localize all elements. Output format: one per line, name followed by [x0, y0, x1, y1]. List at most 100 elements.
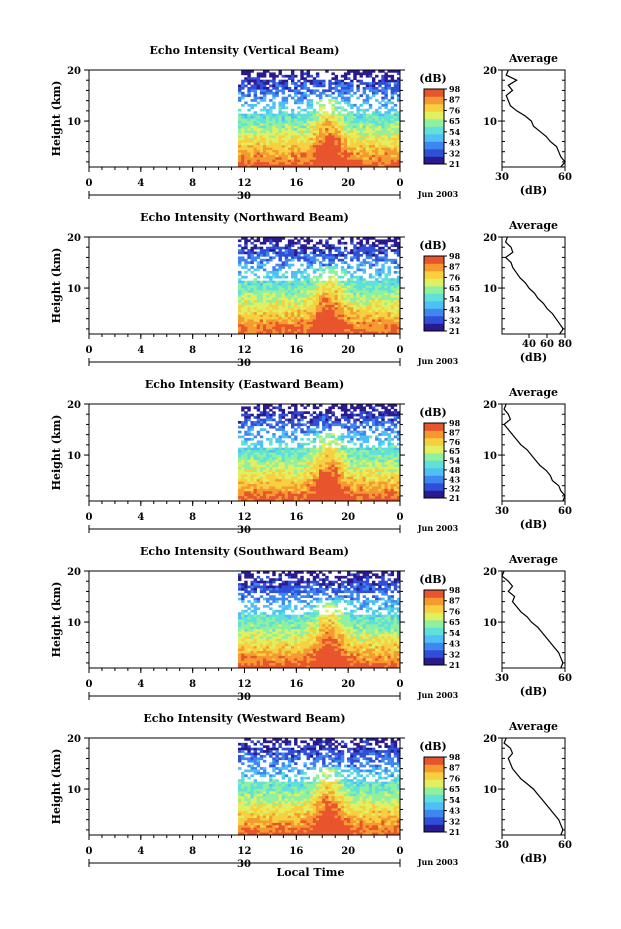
heatmap-cell	[322, 312, 326, 315]
heatmap-cell	[312, 479, 317, 482]
heatmap-cell	[312, 433, 317, 436]
heatmap-cell	[290, 329, 295, 332]
heatmap-cell	[266, 486, 270, 490]
heatmap-cell	[266, 469, 270, 473]
heatmap-cell	[300, 147, 304, 151]
heatmap-cell	[328, 120, 332, 124]
heatmap-cell	[247, 94, 251, 97]
heatmap-cell	[247, 86, 251, 90]
heatmap-cell	[266, 246, 270, 250]
heatmap-cell	[290, 314, 295, 318]
heatmap-cell	[387, 142, 391, 146]
heatmap-cell	[365, 246, 370, 250]
heatmap-cell	[322, 133, 326, 136]
heatmap-cell	[362, 411, 367, 414]
heatmap-cell	[241, 266, 245, 269]
heatmap-cell	[303, 324, 307, 328]
heatmap-cell	[259, 249, 264, 252]
heatmap-cell	[356, 133, 360, 136]
heatmap-cell	[287, 304, 292, 308]
heatmap-cell	[368, 450, 373, 453]
heatmap-cell	[322, 253, 326, 257]
heatmap-cell	[312, 133, 317, 136]
heatmap-cell	[309, 329, 314, 332]
heatmap-cell	[312, 111, 317, 114]
heatmap-cell	[250, 147, 254, 151]
heatmap-cell	[290, 275, 295, 279]
heatmap-cell	[275, 125, 279, 129]
heatmap-cell	[300, 304, 304, 308]
heatmap-cell	[347, 329, 351, 332]
heatmap-cell	[362, 278, 367, 281]
heatmap-cell	[328, 99, 332, 102]
heatmap-cell	[266, 471, 270, 475]
heatmap-cell	[256, 96, 261, 100]
heatmap-cell	[297, 154, 301, 158]
colorbar-label: 32	[449, 315, 460, 325]
heatmap-cell	[384, 278, 388, 281]
heatmap-cell	[337, 309, 342, 313]
heatmap-cell	[303, 159, 307, 163]
heatmap-cell	[371, 79, 376, 83]
heatmap-cell	[396, 263, 401, 267]
heatmap-cell	[312, 113, 317, 117]
heatmap-cell	[368, 307, 373, 311]
heatmap-cell	[250, 253, 254, 257]
heatmap-cell	[387, 152, 391, 156]
heatmap-cell	[294, 280, 298, 284]
heatmap-cell	[253, 326, 258, 330]
heatmap-cell	[259, 331, 264, 335]
heatmap-cell	[278, 162, 282, 165]
heatmap-cell	[287, 411, 292, 414]
heatmap-cell	[350, 278, 354, 281]
heatmap-cell	[306, 454, 310, 458]
heatmap-cell	[368, 147, 373, 151]
heatmap-cell	[387, 154, 391, 158]
heatmap-cell	[328, 450, 332, 453]
heatmap-cell	[347, 152, 351, 156]
heatmap-cell	[297, 312, 301, 315]
heatmap-cell	[269, 474, 273, 478]
heatmap-cell	[253, 300, 258, 303]
heatmap-cell	[278, 290, 282, 294]
heatmap-cell	[294, 278, 298, 281]
heatmap-cell	[347, 125, 351, 129]
heatmap-cell	[334, 162, 338, 165]
heatmap-cell	[266, 331, 270, 335]
heatmap-cell	[256, 418, 261, 422]
heatmap-cell	[315, 280, 320, 284]
heatmap-cell	[387, 309, 391, 313]
heatmap-cell	[337, 283, 342, 286]
heatmap-cell	[319, 135, 323, 139]
heatmap-cell	[368, 331, 373, 335]
heatmap-cell	[340, 135, 345, 139]
heatmap-cell	[334, 314, 338, 318]
heatmap-cell	[275, 237, 279, 240]
heatmap-cell	[390, 418, 395, 422]
heatmap-cell	[393, 283, 398, 286]
heatmap-cell	[278, 70, 282, 73]
heatmap-cell	[281, 331, 286, 335]
heatmap-cell	[262, 128, 267, 131]
heatmap-cell	[396, 307, 401, 311]
heatmap-cell	[281, 329, 286, 332]
day-label: 30	[237, 191, 251, 202]
heatmap-cell	[266, 312, 270, 315]
heatmap-cell	[375, 435, 379, 439]
heatmap-cell	[284, 150, 289, 153]
heatmap-cell	[238, 285, 242, 289]
heatmap-cell	[287, 258, 292, 262]
heatmap-cell	[294, 302, 298, 306]
heatmap-cell	[381, 162, 385, 165]
heatmap-cell	[362, 476, 367, 480]
heatmap-cell	[281, 159, 286, 163]
heatmap-cell	[247, 251, 251, 255]
heatmap-cell	[241, 246, 245, 250]
heatmap-cell	[287, 452, 292, 456]
heatmap-cell	[343, 411, 348, 414]
heatmap-cell	[325, 302, 329, 306]
heatmap-cell	[315, 89, 320, 93]
y-tick-label: 10	[67, 117, 81, 128]
heatmap-cell	[241, 317, 245, 320]
